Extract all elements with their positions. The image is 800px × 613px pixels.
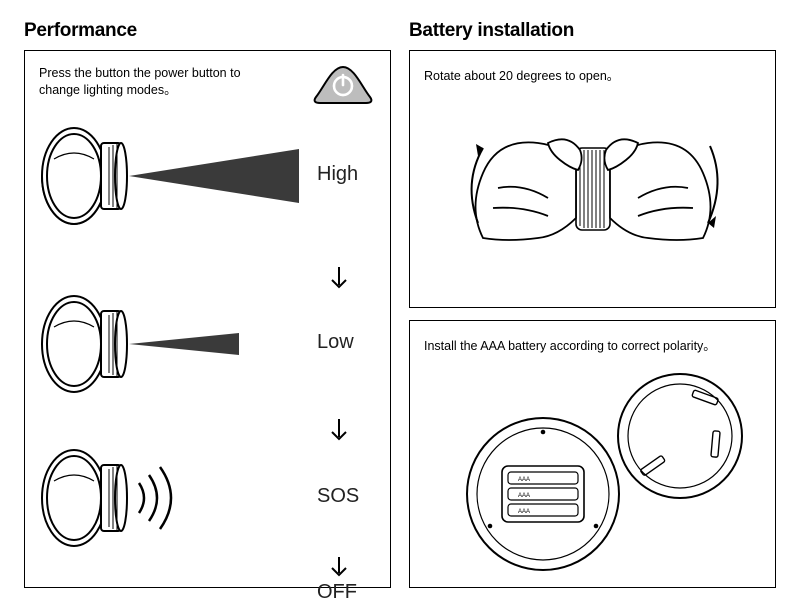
battery-heading: Battery installation <box>409 20 776 42</box>
mode-label-sos: SOS <box>317 485 359 508</box>
mode-label-low: Low <box>317 331 354 354</box>
mode-label-high: High <box>317 163 358 186</box>
hands-rotate-icon <box>428 88 758 298</box>
install-instruction: Install the AAA battery according to cor… <box>424 335 761 354</box>
rotate-instruction: Rotate about 20 degrees to open。 <box>424 65 761 84</box>
mode-label-off: OFF <box>317 581 357 604</box>
install-panel: Install the AAA battery according to cor… <box>409 320 776 588</box>
battery-label: AAA <box>518 493 530 499</box>
battery-label: AAA <box>518 509 530 515</box>
rotate-panel: Rotate about 20 degrees to open。 <box>409 50 776 308</box>
performance-column: Performance Press the button the power b… <box>24 20 391 588</box>
mode-list: High <box>39 121 379 613</box>
battery-column: Battery installation Rotate about 20 deg… <box>409 20 776 588</box>
arrow-down-icon <box>329 417 349 445</box>
battery-label: AAA <box>518 477 530 483</box>
arrow-down-icon <box>329 555 349 581</box>
battery-compartment-icon: AAA AAA AAA <box>428 356 758 576</box>
performance-heading: Performance <box>24 20 391 42</box>
mode-sos: SOS <box>39 443 379 563</box>
mode-high: High <box>39 121 379 271</box>
performance-panel: Press the button the power button to cha… <box>24 50 391 588</box>
mode-low: Low <box>39 289 379 429</box>
power-button-icon <box>310 63 376 107</box>
performance-instruction: Press the button the power button to cha… <box>39 65 249 99</box>
